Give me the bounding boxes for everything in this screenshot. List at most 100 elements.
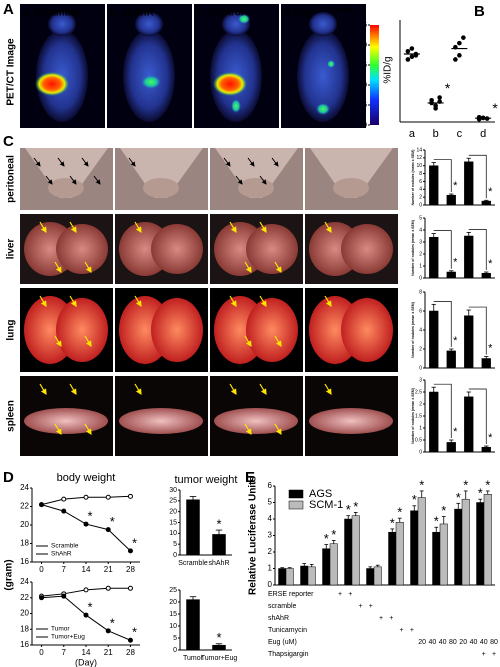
arrow xyxy=(39,383,47,396)
tissue xyxy=(48,178,84,198)
pet-image: c. Control xyxy=(194,4,279,128)
bar xyxy=(429,236,439,279)
arrow xyxy=(128,157,136,167)
condition-cell: 20 xyxy=(459,639,467,646)
y-tick-label: 0 xyxy=(173,647,177,654)
arrow xyxy=(84,261,92,274)
bar xyxy=(446,350,456,369)
tissue-photo xyxy=(305,288,398,372)
tissue-photo xyxy=(305,148,398,210)
x-tick-label: 7 xyxy=(62,648,67,657)
tissue-photo xyxy=(210,148,303,210)
point xyxy=(39,502,45,508)
y-tick-label: 20 xyxy=(20,609,29,618)
bar xyxy=(446,442,456,453)
point xyxy=(83,521,89,527)
x-tick-label: 7 xyxy=(62,565,67,574)
x-tick-label: d xyxy=(480,128,486,140)
pet-hotspot xyxy=(316,103,330,115)
point xyxy=(83,587,89,593)
y-tick-label: 10 xyxy=(416,163,422,169)
y-tick-label: 0 xyxy=(419,275,422,281)
panel-letter: C xyxy=(3,133,14,150)
point xyxy=(127,637,133,643)
y-tick-label: 10 xyxy=(169,530,177,537)
y-axis-label: Number of nodules (mean ± SEM) xyxy=(411,388,415,444)
bar xyxy=(186,499,200,556)
arrow xyxy=(69,383,77,396)
arrow xyxy=(69,175,77,185)
colorbar-tick-label: 20 xyxy=(359,42,367,49)
arrow xyxy=(259,383,267,396)
tissue xyxy=(333,178,369,198)
y-tick-label: 25 xyxy=(169,498,177,505)
row-label: lung xyxy=(6,319,17,340)
error-bar xyxy=(309,563,314,567)
pet-head xyxy=(309,12,337,36)
bar xyxy=(417,497,426,586)
tissue xyxy=(210,148,303,210)
chart-title: tumor weight xyxy=(175,474,238,486)
y-tick-label: 0 xyxy=(268,580,273,589)
condition-cell: 40 xyxy=(429,639,437,646)
y-tick-label: 24 xyxy=(20,577,29,586)
tissue-photo xyxy=(210,376,303,456)
significance-marker: * xyxy=(488,343,493,355)
bar xyxy=(483,494,492,586)
error-bar xyxy=(353,512,358,516)
error-bar xyxy=(397,517,402,523)
y-tick-label: 5 xyxy=(268,498,273,507)
colorbar xyxy=(370,25,379,125)
tissue xyxy=(56,224,108,274)
bar xyxy=(212,534,226,556)
bar xyxy=(329,543,338,586)
y-axis-label: Number of nodules (mean ± SEM) xyxy=(411,302,415,358)
condition-cell: + xyxy=(358,603,362,610)
dot xyxy=(453,57,458,62)
significance-marker: * xyxy=(456,490,461,505)
tissue-photo xyxy=(305,376,398,456)
row-label: peritoneal xyxy=(6,155,17,203)
bar xyxy=(186,599,200,651)
bar xyxy=(410,510,419,586)
condition-cell: + xyxy=(410,627,414,634)
y-tick-label: 22 xyxy=(20,593,29,602)
bar xyxy=(351,515,360,586)
dot xyxy=(405,57,411,62)
arrow xyxy=(134,295,142,308)
error-bar xyxy=(324,544,329,549)
bar xyxy=(446,271,456,279)
significance-marker: * xyxy=(488,432,493,444)
dot xyxy=(409,54,415,60)
dose-label: 10 mg/kg xyxy=(330,8,356,14)
tissue xyxy=(20,148,113,210)
error-bar xyxy=(466,391,471,397)
x-tick-label: 14 xyxy=(82,648,91,657)
tissue xyxy=(24,408,108,434)
arrow xyxy=(244,423,252,436)
significance-marker: * xyxy=(353,499,358,514)
error-bar xyxy=(287,567,292,569)
error-bar xyxy=(346,515,351,519)
y-tick-label: 20 xyxy=(169,599,177,606)
error-bar xyxy=(484,356,489,359)
y-tick-label: 3 xyxy=(268,531,273,540)
significance-marker: * xyxy=(110,615,115,630)
tissue xyxy=(119,408,203,434)
y-tick-label: 20 xyxy=(169,509,177,516)
y-tick-label: 22 xyxy=(20,502,29,511)
comparison-bracket xyxy=(433,383,452,438)
error-bar xyxy=(302,563,307,567)
colorbar-tick-label: 15 xyxy=(359,62,367,69)
image-label: b. shAhR xyxy=(110,8,155,19)
bar xyxy=(307,566,316,586)
arrow xyxy=(54,261,62,274)
bar xyxy=(395,522,404,586)
error-bar xyxy=(431,162,436,166)
dot xyxy=(405,48,411,54)
arrow xyxy=(229,295,237,308)
condition-cell: 20 xyxy=(418,639,426,646)
arrow xyxy=(33,157,41,167)
y-tick-label: 1 xyxy=(419,263,422,269)
arrow xyxy=(229,383,237,396)
